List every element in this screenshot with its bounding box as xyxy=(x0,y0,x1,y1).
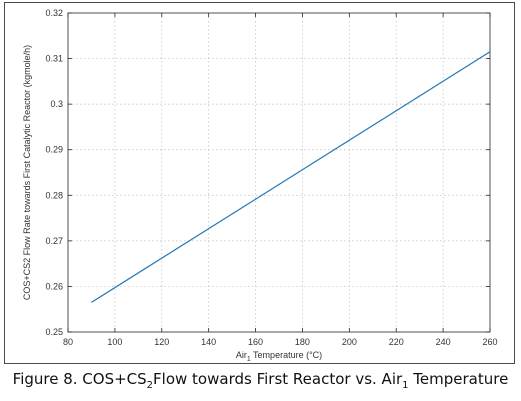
line-chart: 80 100 120 140 160 180 200 220 240 260 0.25 0.26 0.2… xyxy=(22,8,498,363)
grid-lines xyxy=(68,13,490,332)
series-line xyxy=(91,51,491,303)
x-tick-label: 240 xyxy=(436,337,451,347)
y-tick-label: 0.29 xyxy=(45,145,63,155)
x-tick-label: 260 xyxy=(482,337,497,347)
plot-frame xyxy=(4,2,515,364)
x-tick-label: 200 xyxy=(342,337,357,347)
y-axis-title: COS+CS2 Flow Rate towards First Catalyti… xyxy=(22,45,32,300)
y-tick-label: 0.3 xyxy=(50,99,63,109)
figure-caption: Figure 8. COS+CS2Flow towards First Reac… xyxy=(12,370,509,391)
x-tick-label: 120 xyxy=(154,337,169,347)
plot-area xyxy=(67,12,491,333)
x-tick-label: 140 xyxy=(201,337,216,347)
y-tick-label: 0.31 xyxy=(45,54,63,64)
series-layer xyxy=(91,51,491,303)
x-tick-label: 220 xyxy=(389,337,404,347)
x-tick-label: 180 xyxy=(295,337,310,347)
y-tick-label: 0.32 xyxy=(45,8,63,18)
y-tick-label: 0.26 xyxy=(45,281,63,291)
y-tick-label: 0.27 xyxy=(45,236,63,246)
x-axis-title: Air1 Temperature (°C) xyxy=(236,350,322,363)
x-tick-label: 160 xyxy=(248,337,263,347)
axis-ticks: 80 100 120 140 160 180 200 220 240 260 0.25 0.26 0.2… xyxy=(45,8,497,347)
y-tick-label: 0.25 xyxy=(45,327,63,337)
y-tick-label: 0.28 xyxy=(45,190,63,200)
x-tick-label: 100 xyxy=(107,337,122,347)
x-tick-label: 80 xyxy=(63,337,73,347)
